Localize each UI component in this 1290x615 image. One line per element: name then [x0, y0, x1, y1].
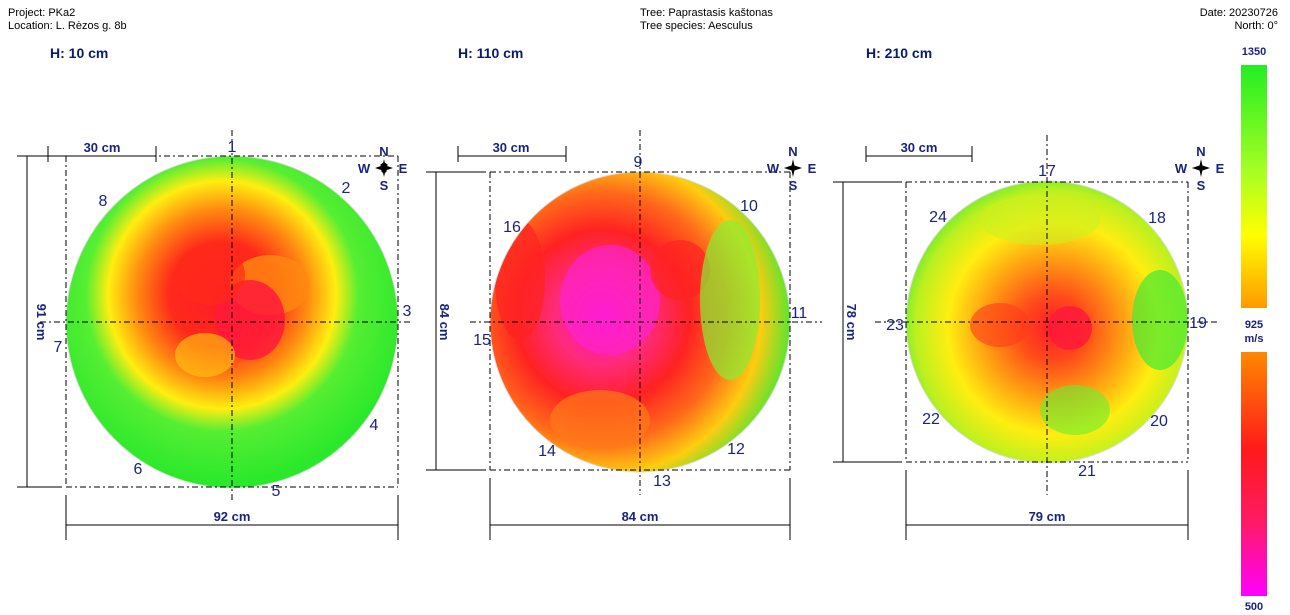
velocity-legend: 1350 925 m/s 500 [1241, 46, 1267, 613]
project-label: Project: PKa2 [8, 7, 76, 19]
sensor-point: 2 [342, 180, 351, 197]
legend-max-label: 1350 [1242, 46, 1266, 58]
svg-text:W: W [358, 161, 371, 176]
section-1-scale-label: 30 cm [84, 140, 121, 155]
section-1-width-label: 92 cm [214, 509, 251, 524]
compass-icon: N W E S [358, 144, 408, 193]
sensor-point: 3 [403, 303, 412, 320]
sensor-point: 6 [134, 461, 143, 478]
tree-label: Tree: Paprastasis kaštonas [640, 7, 773, 19]
sensor-point: 9 [634, 154, 643, 171]
legend-bar-high [1241, 65, 1267, 308]
sensor-point: 24 [929, 209, 947, 226]
section-2-width-label: 84 cm [622, 509, 659, 524]
location-label: Location: L. Rėzos g. 8b [8, 20, 127, 32]
svg-text:E: E [808, 161, 817, 176]
svg-text:S: S [789, 178, 798, 193]
legend-mid-label: 925 [1245, 319, 1263, 331]
sensor-point: 13 [653, 473, 671, 490]
sensor-point: 18 [1148, 210, 1166, 227]
legend-unit-label: m/s [1245, 333, 1264, 345]
sensor-point: 15 [473, 332, 491, 349]
section-1-height: H: 10 cm [50, 45, 109, 61]
svg-text:E: E [399, 161, 408, 176]
svg-text:N: N [1196, 144, 1205, 159]
svg-text:N: N [788, 144, 797, 159]
sensor-point: 21 [1078, 463, 1096, 480]
section-2-scale-label: 30 cm [493, 140, 530, 155]
sensor-point: 4 [370, 417, 379, 434]
species-label: Tree species: Aesculus [640, 20, 753, 32]
legend-min-label: 500 [1245, 601, 1263, 613]
legend-bar-low [1241, 352, 1267, 596]
sensor-point: 12 [727, 441, 745, 458]
section-2-height: H: 110 cm [458, 45, 524, 61]
sensor-point: 8 [99, 193, 108, 210]
section-1-depth-label: 91 cm [34, 304, 49, 341]
north-label: North: 0° [1234, 20, 1278, 32]
date-label: Date: 20230726 [1199, 7, 1278, 19]
section-3-depth-label: 78 cm [844, 304, 859, 341]
sensor-point: 14 [538, 443, 556, 460]
compass-icon: N W E S [1175, 144, 1225, 193]
project-info: Project: PKa2 Location: L. Rėzos g. 8b [8, 7, 127, 33]
svg-text:S: S [1197, 178, 1206, 193]
sensor-point: 7 [54, 339, 63, 356]
section-2: 30 cm 84 cm 84 cm 9 10 11 12 13 14 15 16… [426, 130, 822, 540]
compass-icon: N W E S [767, 144, 817, 193]
tree-info: Tree: Paprastasis kaštonas Tree species:… [640, 7, 773, 33]
svg-text:W: W [767, 161, 780, 176]
svg-text:N: N [379, 144, 388, 159]
sensor-point: 23 [886, 317, 904, 334]
sensor-point: 11 [791, 305, 808, 322]
sensor-point: 1 [228, 139, 237, 156]
date-info: Date: 20230726 North: 0° [1200, 7, 1278, 33]
sensor-point: 16 [503, 219, 521, 236]
svg-text:W: W [1175, 161, 1188, 176]
section-2-depth-label: 84 cm [437, 304, 452, 341]
svg-text:S: S [380, 178, 389, 193]
sensor-point: 19 [1189, 315, 1207, 332]
sensor-point: 22 [922, 411, 940, 428]
sensor-point: 10 [740, 198, 758, 215]
sensor-point: 5 [272, 483, 281, 500]
svg-text:E: E [1216, 161, 1225, 176]
section-1: 30 cm 92 cm 91 cm 1 2 3 4 5 6 7 8 N W E … [17, 130, 412, 540]
sensor-point: 20 [1150, 413, 1168, 430]
sensor-point: 17 [1038, 163, 1056, 180]
section-3: 30 cm 79 cm 78 cm 17 18 19 20 21 22 23 2… [833, 135, 1225, 540]
section-3-height: H: 210 cm [866, 45, 933, 61]
section-3-width-label: 79 cm [1029, 509, 1066, 524]
section-3-scale-label: 30 cm [901, 140, 938, 155]
